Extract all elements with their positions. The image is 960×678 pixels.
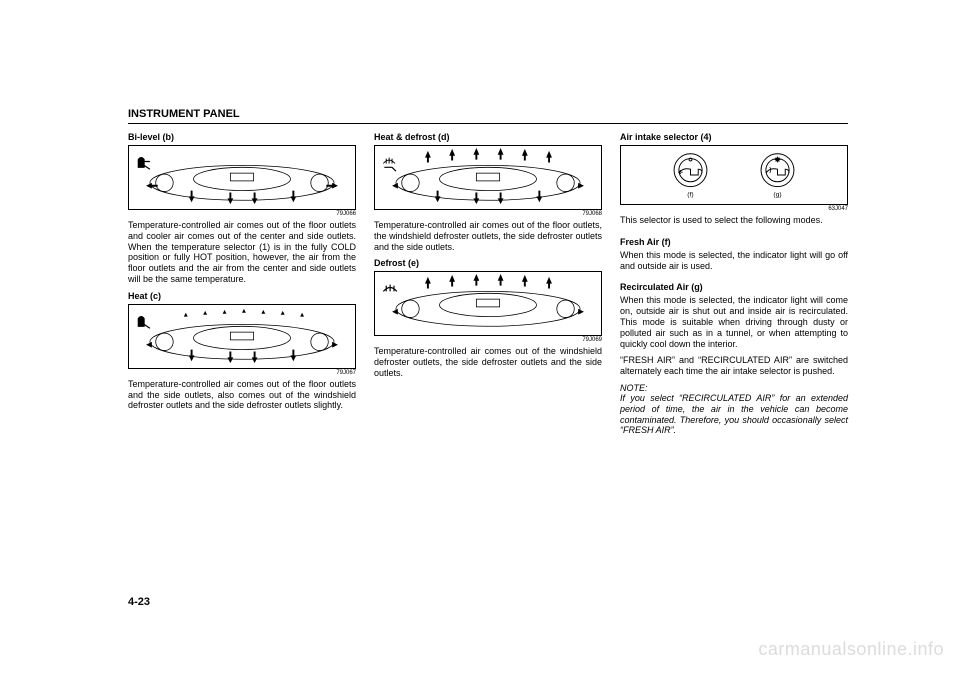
dash-diagram-icon (375, 146, 601, 209)
recirc-title: Recirculated Air (g) (620, 282, 703, 292)
bilevel-mode-icon (138, 158, 150, 170)
column-1: Bi-level (b) (128, 132, 356, 436)
dash-diagram-icon (129, 305, 355, 368)
watermark: carmanualsonline.info (758, 639, 944, 660)
page-content: INSTRUMENT PANEL Bi-level (b) (128, 108, 848, 436)
defrost-figure (374, 271, 602, 336)
switch-body: “FRESH AIR” and “RECIRCULATED AIR” are s… (620, 355, 848, 377)
label-f: (f) (687, 191, 693, 198)
recirc-body: When this mode is selected, the indicato… (620, 295, 848, 349)
note-label: NOTE: (620, 383, 848, 393)
airintake-fignum: 63J047 (620, 206, 848, 212)
heat-fignum: 79J067 (128, 370, 356, 376)
defrost-body: Temperature-controlled air comes out of … (374, 346, 602, 378)
dash-diagram-icon (375, 272, 601, 335)
note-body: If you select “RECIRCULATED AIR” for an … (620, 393, 848, 436)
heatdefrost-fignum: 79J068 (374, 211, 602, 217)
columns: Bi-level (b) (128, 132, 848, 436)
heat-mode-icon (138, 316, 150, 328)
airintake-title: Air intake selector (4) (620, 132, 848, 142)
bilevel-fignum: 79J066 (128, 211, 356, 217)
freshair-title: Fresh Air (f) (620, 237, 671, 247)
dash-diagram-icon (129, 146, 355, 209)
heat-figure (128, 304, 356, 369)
bilevel-title: Bi-level (b) (128, 132, 356, 142)
freshair-body: When this mode is selected, the indicato… (620, 250, 848, 272)
airintake-body: This selector is used to select the foll… (620, 215, 848, 226)
defrost-fignum: 79J069 (374, 337, 602, 343)
heatdefrost-title: Heat & defrost (d) (374, 132, 602, 142)
heatdefrost-body: Temperature-controlled air comes out of … (374, 220, 602, 252)
page-number: 4-23 (128, 596, 150, 608)
heatdefrost-figure (374, 145, 602, 210)
airintake-figure: (f) (g) (620, 145, 848, 205)
defrost-title: Defrost (e) (374, 258, 602, 268)
heat-title: Heat (c) (128, 291, 356, 301)
column-3: Air intake selector (4) (620, 132, 848, 436)
defrost-mode-icon (383, 285, 397, 292)
column-2: Heat & defrost (d) (374, 132, 602, 436)
section-header: INSTRUMENT PANEL (128, 108, 848, 124)
label-g: (g) (773, 191, 781, 198)
selector-diagram-icon: (f) (g) (621, 146, 847, 204)
bilevel-body: Temperature-controlled air comes out of … (128, 220, 356, 285)
heatdefrost-mode-icon (383, 158, 396, 172)
heat-body: Temperature-controlled air comes out of … (128, 379, 356, 411)
bilevel-figure (128, 145, 356, 210)
